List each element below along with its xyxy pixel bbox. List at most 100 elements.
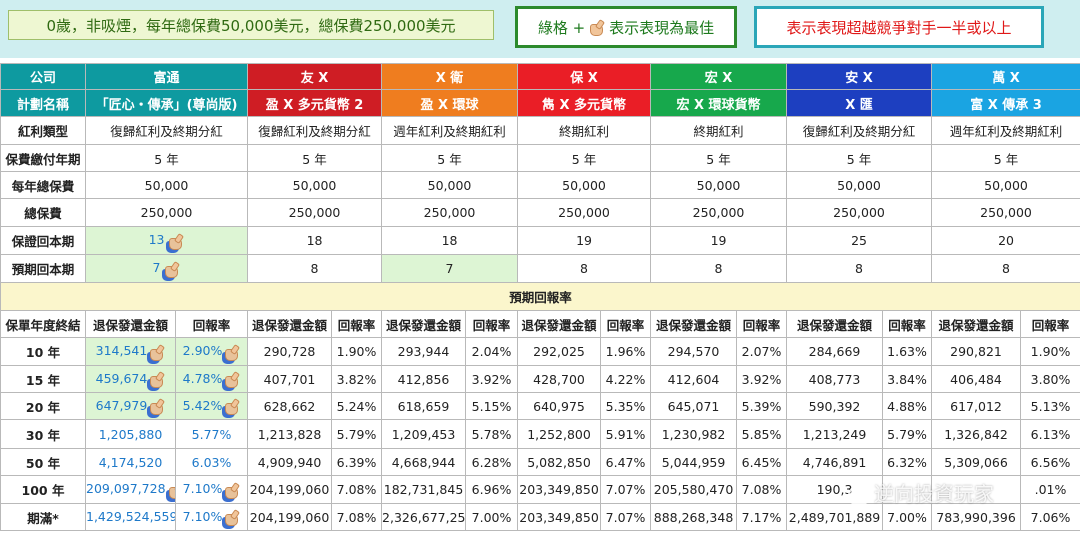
- company-row: 公司 富通 友 X X 衛 保 X 宏 X 安 X 萬 X: [0, 63, 1080, 90]
- pointing-hand-icon: [589, 19, 605, 36]
- amount-value: 428,700: [533, 371, 585, 387]
- amount-value: 204,199,060: [249, 482, 330, 497]
- annual-premium-cell: 50,000: [786, 171, 933, 199]
- amount-cell: 647,979: [85, 392, 176, 420]
- watermark: 逆向投資玩家: [848, 478, 994, 507]
- expected-breakeven-cell: 8: [931, 254, 1080, 283]
- plan-5: 宏 X 環球貨幣: [650, 89, 788, 117]
- company-7: 萬 X: [931, 63, 1080, 90]
- amount-value: 618,659: [397, 398, 450, 414]
- year-cell: 20 年: [0, 392, 86, 420]
- amount-value: 2,489,701,889: [788, 509, 881, 525]
- rate-value: 5.42%: [182, 397, 223, 413]
- rate-value: 5.24%: [336, 398, 377, 414]
- dividend-type-label: 紅利類型: [0, 116, 86, 145]
- rate-value: 5.91%: [605, 426, 646, 442]
- amount-value: 617,012: [950, 398, 1002, 414]
- returns-row: 30 年 1,205,880 5.77% 1,213,828 5.79% 1,209,45…: [0, 419, 1080, 449]
- rate-cell: 6.47%: [600, 448, 652, 476]
- amount-value: 1,326,842: [944, 426, 1008, 442]
- amount-value: 1,213,249: [802, 426, 867, 442]
- amount-value: 4,909,940: [257, 454, 322, 470]
- rate-value: 6.39%: [336, 454, 377, 470]
- amount-value: 290,821: [950, 344, 1002, 359]
- rate-cell: 5.42%: [174, 392, 249, 420]
- returns-section-title: 預期回報率: [0, 282, 1080, 311]
- rate-value: 1.96%: [605, 344, 646, 359]
- amount-header: 退保發還金額: [381, 310, 467, 338]
- amount-cell: 203,349,850: [517, 475, 602, 504]
- amount-cell: 209,097,728: [85, 475, 176, 504]
- comparison-table: 公司 富通 友 X X 衛 保 X 宏 X 安 X 萬 X 計劃名稱 「匠心・傳…: [0, 63, 1080, 531]
- rate-cell: 7.07%: [600, 503, 652, 531]
- amount-cell: 290,728: [247, 337, 333, 366]
- guaranteed-breakeven-cell: 18: [381, 226, 519, 255]
- guaranteed-breakeven-cell: 19: [650, 226, 788, 255]
- assumption-box: 0歲，非吸煙，每年總保費50,000美元，總保費250,000美元: [8, 10, 494, 40]
- year-header: 保單年度終結: [0, 310, 86, 338]
- plan-2: 盈 X 多元貨幣 2: [247, 89, 383, 117]
- assumption-text: 0歲，非吸煙，每年總保費50,000美元，總保費250,000美元: [46, 16, 456, 35]
- expected-breakeven-cell: 8: [786, 254, 933, 283]
- rate-cell: 7.08%: [736, 475, 788, 504]
- rate-value: 6.56%: [1030, 454, 1071, 470]
- pointing-hand-icon: [149, 371, 165, 389]
- dividend-type-cell: 復歸紅利及終期分紅: [84, 116, 249, 145]
- amount-value: 2,326,677,253: [382, 509, 466, 525]
- year-cell: 30 年: [0, 419, 86, 449]
- rate-value: 7.08%: [336, 482, 377, 497]
- returns-row: 10 年 314,541 2.90% 290,728 1.90% 293,944 2.04%…: [0, 337, 1080, 366]
- guaranteed-breakeven-label: 保證回本期: [0, 226, 86, 255]
- annual-premium-cell: 50,000: [84, 171, 249, 199]
- amount-value: 204,199,060: [249, 509, 330, 525]
- payment-period-label: 保費繳付年期: [0, 144, 86, 172]
- rate-header: 回報率: [1020, 310, 1080, 338]
- rate-header: 回報率: [600, 310, 652, 338]
- rate-value: 2.90%: [182, 343, 223, 359]
- amount-cell: 2,489,701,889: [786, 503, 884, 531]
- rate-value: 7.17%: [741, 509, 782, 525]
- amount-cell: 1,213,249: [786, 419, 884, 449]
- rate-value: 6.28%: [471, 454, 512, 470]
- expected-breakeven-best: 7: [84, 254, 249, 283]
- rate-cell: 6.13%: [1020, 419, 1080, 449]
- dividend-type-cell: 終期紅利: [517, 116, 652, 145]
- amount-cell: 1,252,800: [517, 419, 602, 449]
- dividend-type-cell: 復歸紅利及終期分紅: [786, 116, 933, 145]
- amount-header: 退保發還金額: [517, 310, 602, 338]
- rate-value: 7.00%: [471, 509, 512, 525]
- amount-cell: 406,484: [931, 365, 1022, 393]
- plan-7: 富 X 傳承 3: [931, 89, 1080, 117]
- amount-value: 590,392: [808, 398, 861, 414]
- expected-breakeven-cell: 7: [381, 254, 519, 283]
- rate-cell: 4.88%: [882, 392, 933, 420]
- rate-value: 7.06%: [1030, 509, 1071, 525]
- year-cell: 期滿*: [0, 503, 86, 531]
- amount-cell: 618,659: [381, 392, 467, 420]
- payment-period-cell: 5 年: [84, 144, 249, 172]
- rate-value: 5.79%: [887, 426, 927, 442]
- dividend-type-cell: 週年紅利及終期紅利: [381, 116, 519, 145]
- rate-cell: 7.00%: [465, 503, 519, 531]
- rate-cell: 3.84%: [882, 365, 933, 393]
- expected-breakeven-row: 預期回本期 7 8 7 8 8 8 8: [0, 254, 1080, 283]
- rate-value: 4.78%: [182, 370, 223, 386]
- amount-cell: 204,199,060: [247, 475, 333, 504]
- amount-cell: 203,349,850: [517, 503, 602, 531]
- amount-value: 1,209,453: [391, 426, 456, 442]
- total-premium-cell: 250,000: [931, 198, 1080, 227]
- rate-value: 2.04%: [471, 344, 512, 359]
- expected-breakeven-label: 預期回本期: [0, 254, 86, 283]
- pointing-hand-icon: [224, 398, 240, 416]
- plan-4: 雋 X 多元貨幣: [517, 89, 652, 117]
- pointing-hand-icon: [224, 371, 240, 389]
- amount-cell: 4,746,891: [786, 448, 884, 476]
- compare-legend-box: 表示表現超越競爭對手一半或以上: [754, 6, 1044, 48]
- amount-header: 退保發還金額: [650, 310, 738, 338]
- year-cell: 10 年: [0, 337, 86, 366]
- amount-cell: 205,580,470: [650, 475, 738, 504]
- amount-value: 408,773: [808, 371, 861, 387]
- rate-cell: .01%: [1020, 475, 1080, 504]
- amount-value: 182,731,845: [383, 482, 464, 497]
- amount-value: 4,174,520: [98, 454, 163, 470]
